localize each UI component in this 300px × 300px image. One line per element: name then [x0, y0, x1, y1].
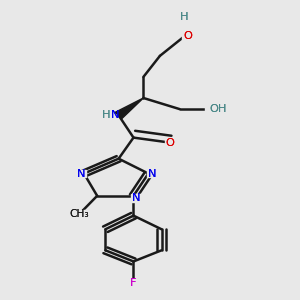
Text: N: N: [111, 110, 120, 120]
Text: H: H: [102, 110, 110, 120]
Text: F: F: [130, 278, 137, 287]
Text: N: N: [111, 110, 120, 120]
Text: N: N: [76, 169, 85, 178]
Text: N: N: [147, 169, 156, 178]
Text: H: H: [180, 13, 189, 22]
Text: O: O: [165, 138, 174, 148]
Bar: [128, 278, 138, 286]
Text: N: N: [132, 193, 140, 203]
Bar: [67, 210, 92, 219]
Bar: [165, 139, 175, 146]
Text: O: O: [183, 31, 192, 41]
Bar: [205, 105, 224, 113]
Bar: [180, 14, 190, 22]
Bar: [182, 32, 192, 40]
Bar: [147, 169, 157, 178]
Polygon shape: [115, 98, 143, 118]
Text: O: O: [165, 138, 174, 148]
Text: CH₃: CH₃: [69, 209, 89, 219]
Bar: [76, 169, 85, 178]
Text: F: F: [130, 278, 137, 287]
Text: H: H: [180, 13, 189, 22]
Text: H: H: [102, 110, 110, 120]
Text: CH₃: CH₃: [69, 209, 89, 219]
Text: OH: OH: [209, 104, 227, 114]
Text: N: N: [147, 169, 156, 178]
Text: N: N: [132, 193, 140, 203]
Bar: [131, 194, 141, 202]
Text: OH: OH: [209, 104, 227, 114]
Text: O: O: [183, 31, 192, 41]
Text: N: N: [76, 169, 85, 178]
